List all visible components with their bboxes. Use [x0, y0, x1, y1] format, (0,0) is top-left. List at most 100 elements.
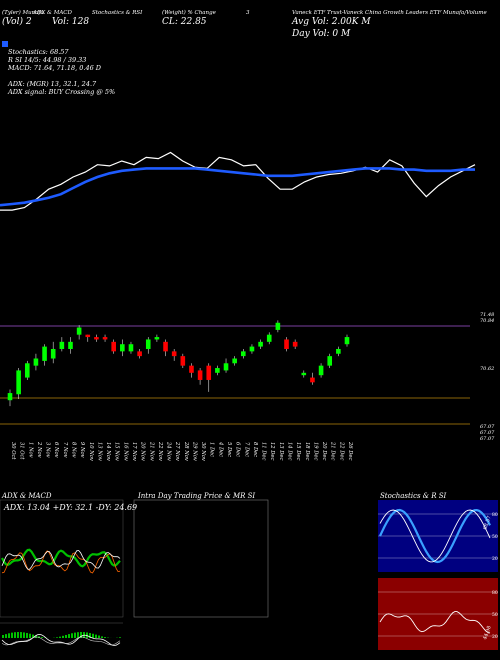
date-label: 27 Nov: [174, 441, 180, 461]
date-label: 10 Nov: [88, 442, 94, 461]
date-label: 26 Dec: [347, 441, 353, 460]
axis-label: 67.07: [480, 430, 495, 436]
adx-panel-title: ADX & MACD: [2, 492, 52, 500]
date-label: 6 Dec: [235, 442, 241, 457]
macd-bar: [17, 632, 19, 638]
macd-bar: [65, 634, 67, 638]
macd-bar: [98, 635, 100, 638]
date-label: 22 Dec: [338, 441, 344, 460]
rsi-level: 50: [492, 612, 498, 618]
date-label: 18 Dec: [304, 442, 310, 460]
date-label: 14 Dec: [287, 442, 293, 460]
rsi-level: 20: [492, 634, 498, 640]
candle-body: [292, 341, 298, 347]
axis-label: 67.07: [480, 424, 495, 430]
candle-body: [33, 358, 39, 366]
candle-body: [50, 348, 56, 359]
date-label: 12 Dec: [269, 442, 275, 460]
candle-body: [344, 337, 350, 345]
macd-bar: [11, 632, 13, 638]
date-label: 15 Nov: [114, 442, 120, 461]
candle-body: [111, 341, 116, 352]
date-label: 17 Nov: [131, 442, 137, 461]
macd-bar: [74, 632, 76, 638]
date-label: 28 Nov: [183, 441, 189, 461]
candle-body: [7, 393, 13, 401]
adx-signal-readout: ADX signal: BUY Crossing @ 5%: [8, 88, 116, 96]
candle-body: [223, 363, 229, 371]
header-label-5: 3: [246, 10, 250, 16]
date-label: 16 Nov: [122, 442, 128, 461]
candle-body: [301, 372, 307, 376]
macd-bar: [68, 634, 70, 638]
ema-line: [0, 167, 475, 207]
date-label: 1 Dec: [209, 442, 215, 457]
candle-body: [154, 337, 160, 340]
date-label: 13 Nov: [96, 442, 102, 461]
candle-body: [180, 356, 186, 366]
day-vol-label: Vol: 128: [52, 17, 90, 27]
intraday-box: [133, 499, 269, 618]
candle-body: [94, 337, 99, 340]
candle-body: [206, 365, 212, 380]
adx-box: [0, 499, 124, 618]
header-label-4: (Weight) % Change: [162, 10, 216, 16]
adx-values-label: ADX: 13.04 +DY: 32.1 -DY: 24.69: [4, 503, 138, 512]
candle-body: [120, 344, 125, 352]
candle-body: [327, 356, 333, 366]
candle-body: [76, 327, 82, 335]
macd-bar: [38, 636, 40, 638]
stoch-d-line: [379, 509, 491, 563]
price-line: [0, 151, 476, 211]
header-label-1: (Tyler) Munafa: [2, 10, 44, 16]
stoch-panel-title: Stochastics & R SI: [380, 492, 447, 500]
date-label: 14 Nov: [105, 442, 111, 461]
axis-label: 70.62: [480, 366, 494, 372]
close-label: CL: 22.85: [162, 17, 207, 27]
candle-body: [310, 377, 315, 383]
intraday-panel-title: Intra Day Trading Price & MR SI: [138, 492, 256, 500]
vol-label: (Vol) 2: [2, 17, 32, 27]
macd-line: [1, 633, 121, 646]
macd-bar: [80, 632, 82, 638]
candle-body: [197, 370, 203, 380]
candle-body: [275, 322, 281, 330]
macd-bar: [2, 635, 4, 638]
macd-bar: [41, 637, 43, 638]
macd-bar: [32, 634, 34, 638]
candle-body: [336, 348, 341, 354]
date-label: 31 Oct: [19, 442, 25, 460]
date-label: 13 Dec: [278, 442, 284, 460]
candle-body: [137, 351, 142, 357]
candle-body: [16, 370, 21, 395]
macd-bar: [20, 632, 22, 638]
header-label-3: Stochastics & RSI: [92, 10, 143, 16]
macd-signal-line: [1, 636, 121, 646]
stoch-level: 50: [492, 534, 498, 540]
candle-body: [284, 339, 289, 349]
macd-bar: [77, 632, 79, 638]
candle-body: [232, 358, 237, 364]
macd-bar: [62, 635, 64, 638]
date-label: 21 Nov: [148, 441, 154, 461]
adx-minus-line: [1, 550, 121, 574]
candle-body: [215, 368, 220, 373]
axis-label: 70.84: [480, 318, 494, 324]
candle-body: [189, 365, 194, 373]
date-label: 11 Dec: [261, 442, 267, 460]
date-label: 8 Nov: [70, 442, 76, 458]
date-label: 4 Dec: [217, 441, 223, 457]
macd-bar: [119, 637, 121, 638]
rsi-value: 44.98: [482, 625, 493, 641]
rsi-line: [379, 611, 491, 634]
date-label: 29 Nov: [191, 441, 197, 461]
macd-bar: [92, 633, 94, 638]
date-label: 20 Nov: [140, 441, 146, 461]
stoch-level: 80: [492, 512, 498, 518]
rsi-readout: R SI 14/5: 44.98 / 39.33: [8, 56, 87, 64]
macd-bar: [71, 633, 73, 638]
date-label: 1 Nov: [27, 442, 33, 458]
stoch-level: 20: [492, 556, 498, 562]
